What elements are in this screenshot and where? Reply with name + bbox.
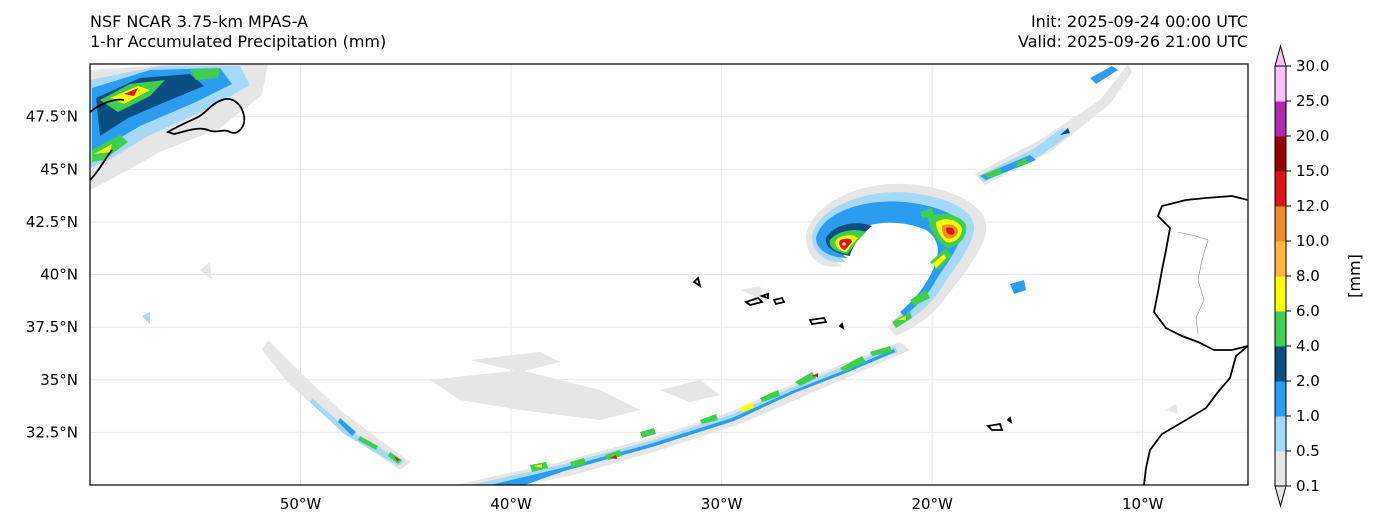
madeira-islands: [986, 416, 1013, 431]
lat-tick-label: 35°N: [40, 371, 78, 389]
lon-tick-label: 40°W: [490, 495, 532, 513]
morocco-coast: [1143, 345, 1248, 485]
colorbar-swatch: [1275, 451, 1286, 487]
field-name: 1-hr Accumulated Precipitation (mm): [90, 32, 387, 51]
colorbar-level-label: 20.0: [1296, 127, 1329, 145]
lat-tick-label: 42.5°N: [26, 213, 78, 231]
iberia-coast: [1153, 195, 1248, 351]
map-title-left: NSF NCAR 3.75-km MPAS-A 1-hr Accumulated…: [90, 12, 386, 52]
lat-tick-label: 40°N: [40, 266, 78, 284]
cyclone-rain: [806, 183, 987, 336]
coastlines: [90, 98, 1248, 485]
colorbar-level-label: 25.0: [1296, 92, 1329, 110]
colorbar-level-label: 8.0: [1296, 267, 1320, 285]
colorbar-level-label: 12.0: [1296, 197, 1329, 215]
azores-islands: [692, 276, 845, 331]
colorbar-top-extension: [1274, 44, 1287, 67]
init-time: Init: 2025-09-24 00:00 UTC: [1030, 12, 1248, 31]
colorbar-swatch: [1275, 311, 1286, 347]
colorbar-level-label: 4.0: [1296, 337, 1320, 355]
newfoundland-coast: [165, 98, 246, 135]
colorbar-swatch: [1275, 241, 1286, 277]
valid-time: Valid: 2025-09-26 21:00 UTC: [1017, 32, 1248, 51]
lat-tick-label: 37.5°N: [26, 318, 78, 336]
western-band-rain: [262, 340, 410, 470]
subtropical-band-rain: [455, 342, 910, 485]
colorbar-swatch: [1275, 206, 1286, 242]
colorbar-swatch: [1275, 381, 1286, 417]
colorbar-swatch: [1275, 66, 1286, 102]
colorbar-swatch: [1275, 276, 1286, 312]
colorbar-level-label: 0.5: [1296, 442, 1320, 460]
lon-tick-label: 10°W: [1122, 495, 1164, 513]
precipitation-field: [90, 64, 1178, 485]
colorbar-swatch: [1275, 416, 1286, 452]
colorbar-level-label: 0.1: [1296, 477, 1320, 495]
lat-tick-label: 32.5°N: [26, 423, 78, 441]
lon-tick-label: 20°W: [911, 495, 953, 513]
colorbar-bottom-extension: [1274, 485, 1287, 508]
lon-tick-label: 50°W: [280, 495, 322, 513]
map-frame: [89, 63, 1249, 486]
lat-tick-label: 47.5°N: [26, 108, 78, 126]
lat-tick-label: 45°N: [40, 160, 78, 178]
scattered-light-rain: [142, 262, 1178, 420]
colorbar-label: [mm]: [1345, 254, 1364, 298]
colorbar-swatch: [1275, 171, 1286, 207]
latitude-labels: 47.5°N 45°N 42.5°N 40°N 37.5°N 35°N 32.5°N: [26, 108, 78, 442]
colorbar-level-label: 30.0: [1296, 57, 1329, 75]
colorbar-level-label: 1.0: [1296, 407, 1320, 425]
longitude-labels: 50°W 40°W 30°W 20°W 10°W: [280, 495, 1164, 513]
colorbar-swatch: [1275, 101, 1286, 137]
model-name: NSF NCAR 3.75-km MPAS-A: [90, 12, 308, 31]
colorbar-level-label: 10.0: [1296, 232, 1329, 250]
frontal-band-rain: [975, 64, 1132, 294]
colorbar-level-label: 15.0: [1296, 162, 1329, 180]
colorbar: 0.1 0.5 1.0 2.0 4.0 6.0 8.0 10.0 12.0 15.0 20.0 25.…: [1274, 44, 1329, 508]
lon-tick-label: 30°W: [701, 495, 743, 513]
colorbar-level-label: 2.0: [1296, 372, 1320, 390]
portugal-spain-border: [1177, 231, 1209, 335]
colorbar-level-label: 6.0: [1296, 302, 1320, 320]
colorbar-swatch: [1275, 346, 1286, 382]
colorbar-swatch: [1275, 136, 1286, 172]
map-title-right: Init: 2025-09-24 00:00 UTC Valid: 2025-0…: [948, 12, 1248, 52]
